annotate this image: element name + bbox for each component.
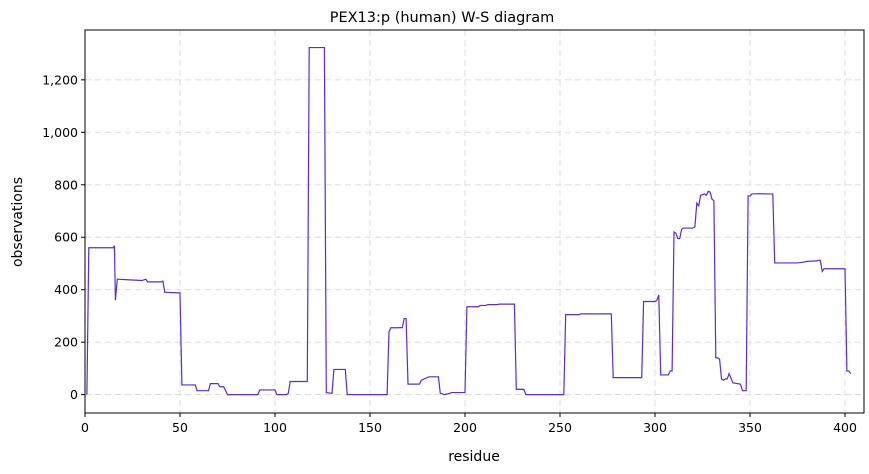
y-tick-label: 600 — [54, 230, 78, 245]
series-line-observations — [86, 46, 852, 396]
x-tick-label: 200 — [453, 420, 477, 435]
plot-frame — [84, 29, 865, 414]
x-tick-label: 250 — [548, 420, 572, 435]
x-tick-label: 300 — [643, 420, 667, 435]
y-tick-label: 0 — [70, 387, 78, 402]
x-tick-label: 50 — [172, 420, 188, 435]
x-tick-label: 350 — [738, 420, 762, 435]
y-tick-label: 200 — [54, 335, 78, 350]
y-tick-label: 1,200 — [42, 72, 78, 87]
grid-lines — [84, 30, 864, 413]
x-axis-label: residue — [448, 449, 500, 465]
x-tick-label: 150 — [358, 420, 382, 435]
x-tick-label: 0 — [81, 420, 89, 435]
x-tick-label: 400 — [833, 420, 857, 435]
y-tick-label: 400 — [54, 282, 78, 297]
x-tick-label: 100 — [263, 420, 287, 435]
y-axis-label: observations — [10, 177, 26, 267]
axis-ticks: 0 50 100 150 200 250 300 350 400 0 200 400 600 800 1,0… — [42, 72, 857, 435]
y-tick-label: 1,000 — [42, 125, 78, 140]
chart-title: PEX13:p (human) W-S diagram — [330, 10, 555, 26]
y-tick-label: 800 — [54, 177, 78, 192]
